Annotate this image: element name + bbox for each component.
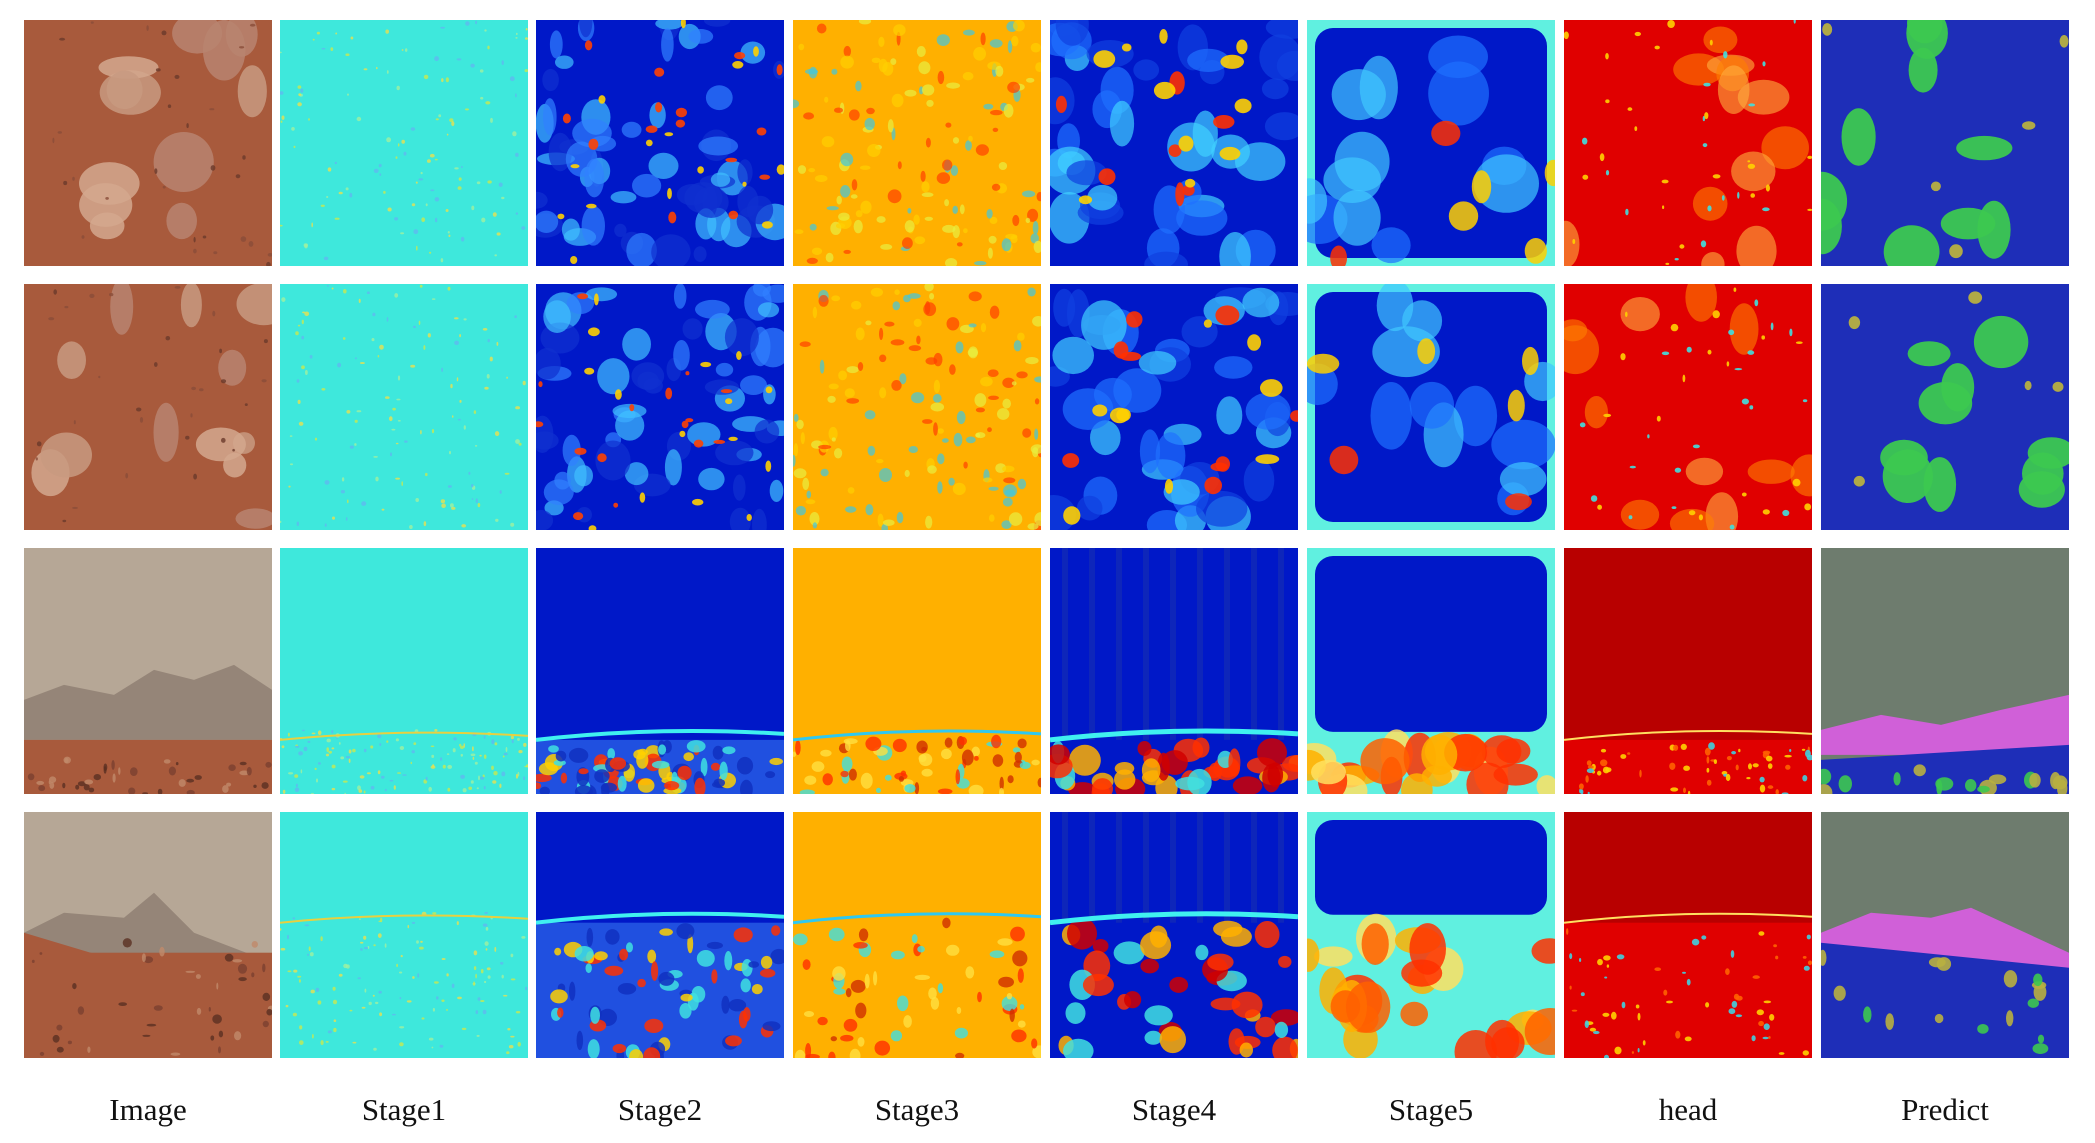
label-head: head <box>1658 1092 1718 1127</box>
label-stage5: Stage5 <box>1388 1092 1474 1127</box>
tile-stage4-row4 <box>1050 812 1298 1058</box>
tile-image-row2 <box>24 284 272 530</box>
tile-stage3-row4 <box>793 812 1041 1058</box>
tile-predict-row1 <box>1821 20 2069 266</box>
tile-stage5-row1 <box>1307 20 1555 266</box>
tile-predict-row4 <box>1821 812 2069 1058</box>
tile-stage4-row3 <box>1050 548 1298 794</box>
tile-stage2-row3 <box>536 548 784 794</box>
tile-head-row1 <box>1564 20 1812 266</box>
tile-stage2-row1 <box>536 20 784 266</box>
tile-stage1-row1 <box>280 20 528 266</box>
label-stage3: Stage3 <box>874 1092 960 1127</box>
tile-image-row3 <box>24 548 272 794</box>
tile-predict-row3 <box>1821 548 2069 794</box>
label-stage4: Stage4 <box>1131 1092 1217 1127</box>
tile-stage3-row3 <box>793 548 1041 794</box>
tile-stage5-row3 <box>1307 548 1555 794</box>
tile-stage2-row4 <box>536 812 784 1058</box>
tile-predict-row2 <box>1821 284 2069 530</box>
tile-stage2-row2 <box>536 284 784 530</box>
tile-head-row3 <box>1564 548 1812 794</box>
tile-stage5-row4 <box>1307 812 1555 1058</box>
tile-stage5-row2 <box>1307 284 1555 530</box>
tile-stage1-row3 <box>280 548 528 794</box>
label-stage1: Stage1 <box>361 1092 447 1127</box>
tile-stage4-row2 <box>1050 284 1298 530</box>
tile-stage1-row4 <box>280 812 528 1058</box>
tile-image-row4 <box>24 812 272 1058</box>
label-stage2: Stage2 <box>617 1092 703 1127</box>
label-image: Image <box>109 1092 187 1127</box>
tile-stage3-row2 <box>793 284 1041 530</box>
tile-stage1-row2 <box>280 284 528 530</box>
tile-stage4-row1 <box>1050 20 1298 266</box>
tile-image-row1 <box>24 20 272 266</box>
tile-head-row2 <box>1564 284 1812 530</box>
tile-head-row4 <box>1564 812 1812 1058</box>
tile-stage3-row1 <box>793 20 1041 266</box>
label-predict: Predict <box>1901 1092 1989 1127</box>
